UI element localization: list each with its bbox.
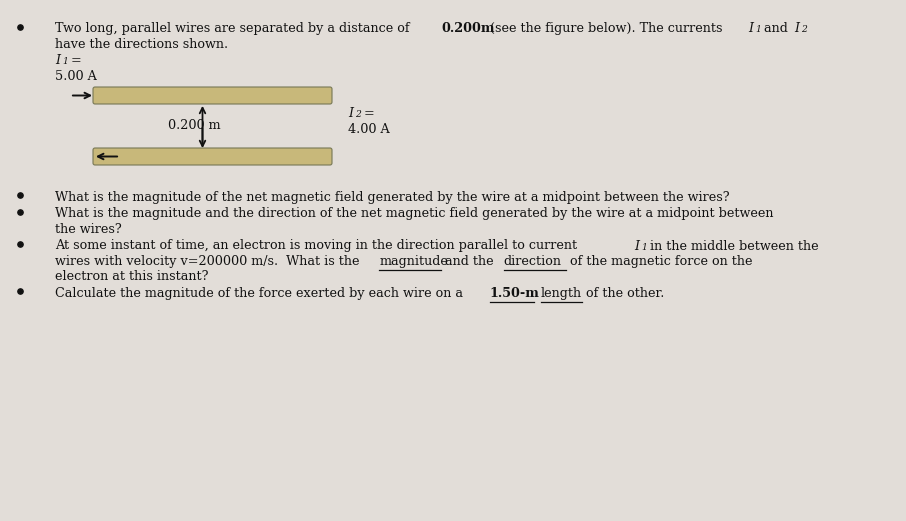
Text: magnitude: magnitude <box>380 255 448 268</box>
Text: and the: and the <box>441 255 498 268</box>
Text: of the magnetic force on the: of the magnetic force on the <box>565 255 752 268</box>
Text: 1.50-m: 1.50-m <box>490 287 540 300</box>
Text: and: and <box>760 22 792 35</box>
Text: =: = <box>67 54 82 67</box>
Text: What is the magnitude and the direction of the net magnetic field generated by t: What is the magnitude and the direction … <box>55 207 774 220</box>
Text: What is the magnitude of the net magnetic field generated by the wire at a midpo: What is the magnitude of the net magneti… <box>55 191 729 204</box>
Text: I: I <box>795 22 799 35</box>
Text: the wires?: the wires? <box>55 223 121 236</box>
Text: 1: 1 <box>755 26 761 34</box>
Text: I: I <box>748 22 753 35</box>
Text: Calculate the magnitude of the force exerted by each wire on a: Calculate the magnitude of the force exe… <box>55 287 467 300</box>
Text: in the middle between the: in the middle between the <box>647 240 819 253</box>
Text: 1: 1 <box>62 57 68 67</box>
Text: electron at this instant?: electron at this instant? <box>55 270 208 283</box>
Text: 4.00 A: 4.00 A <box>348 123 390 136</box>
Text: I: I <box>348 107 353 120</box>
Text: 1: 1 <box>641 243 647 252</box>
Text: At some instant of time, an electron is moving in the direction parallel to curr: At some instant of time, an electron is … <box>55 240 581 253</box>
Text: 0.200 m: 0.200 m <box>168 119 220 132</box>
Text: 2: 2 <box>355 110 361 119</box>
FancyBboxPatch shape <box>93 148 332 165</box>
Text: =: = <box>360 107 374 120</box>
FancyBboxPatch shape <box>93 87 332 104</box>
Text: direction: direction <box>504 255 562 268</box>
Text: 2: 2 <box>801 26 807 34</box>
Text: 0.200m: 0.200m <box>441 22 495 35</box>
Text: I: I <box>55 54 60 67</box>
Text: of the other.: of the other. <box>583 287 665 300</box>
Text: have the directions shown.: have the directions shown. <box>55 38 228 51</box>
Text: I: I <box>634 240 640 253</box>
Text: wires with velocity v=200000 m/s.  What is the: wires with velocity v=200000 m/s. What i… <box>55 255 363 268</box>
Text: Two long, parallel wires are separated by a distance of: Two long, parallel wires are separated b… <box>55 22 414 35</box>
Text: length: length <box>541 287 583 300</box>
Text: 5.00 A: 5.00 A <box>55 70 97 83</box>
Text: (see the figure below). The currents: (see the figure below). The currents <box>486 22 727 35</box>
